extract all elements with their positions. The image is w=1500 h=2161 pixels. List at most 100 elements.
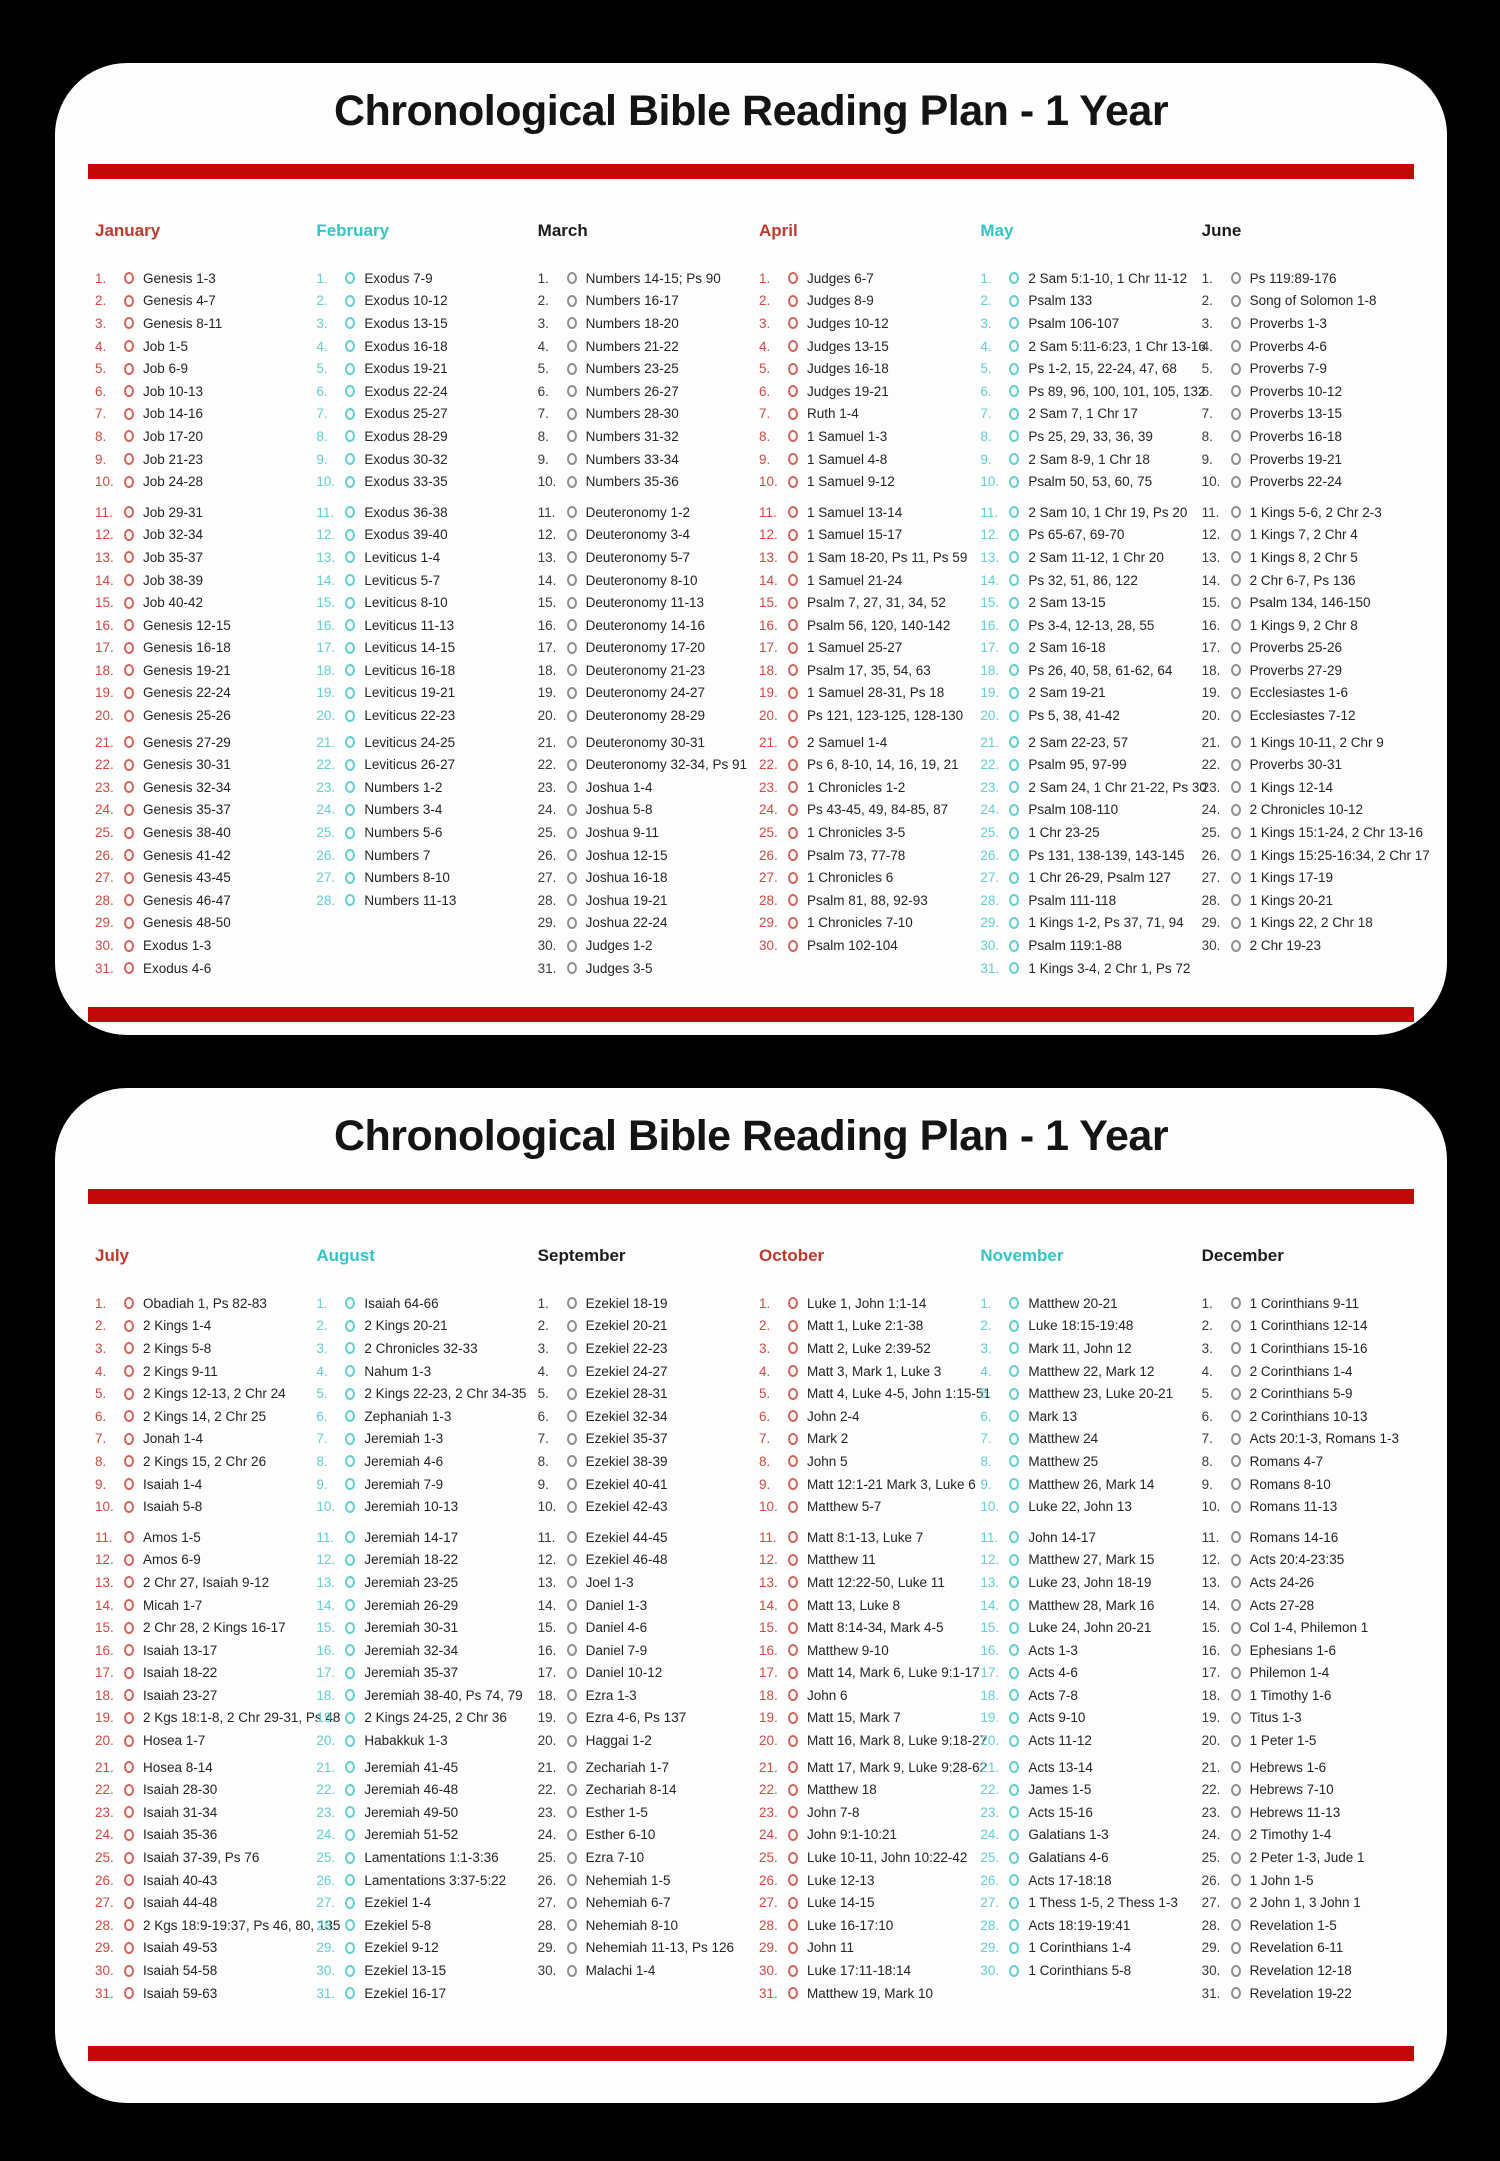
circle-checkbox-icon	[124, 1828, 134, 1841]
reading-text: Job 32-34	[143, 527, 204, 543]
reading-text: Jeremiah 18-22	[364, 1552, 459, 1568]
reading-text: 2 Corinthians 5-9	[1249, 1386, 1353, 1402]
day-number: 19.	[537, 685, 557, 701]
circle-checkbox-icon	[124, 894, 134, 907]
reading-text: Galatians 4-6	[1028, 1850, 1109, 1866]
circle-checkbox-icon	[787, 1297, 798, 1310]
reading-row: 10. Job 24-28	[95, 470, 316, 493]
month-column-december: December 1. 1 Corinthians 9-11 2. 1 Corinthi…	[1202, 1246, 1423, 2004]
reading-text: Isaiah 31-34	[143, 1804, 218, 1820]
day-number: 29.	[758, 915, 778, 931]
month-header: March	[537, 221, 588, 240]
circle-checkbox-icon	[124, 506, 134, 519]
reading-text: Ps 3-4, 12-13, 28, 55	[1028, 617, 1155, 633]
day-number: 28.	[758, 1917, 778, 1933]
reading-row: 9. Job 21-23	[95, 448, 316, 471]
reading-text: 1 Chronicles 1-2	[806, 779, 906, 795]
reading-row: 18. Jeremiah 38-40, Ps 74, 79	[316, 1684, 537, 1707]
reading-text: Job 35-37	[143, 549, 204, 565]
day-number: 22.	[316, 1782, 336, 1798]
day-number: 4.	[980, 1363, 992, 1379]
circle-checkbox-icon	[124, 1874, 134, 1887]
reading-text: John 14-17	[1028, 1529, 1096, 1545]
day-number: 23.	[95, 1804, 114, 1820]
day-number: 7.	[316, 1431, 328, 1447]
reading-row: 12. Exodus 39-40	[316, 524, 537, 547]
reading-row: 2. Luke 18:15-19:48	[980, 1315, 1201, 1338]
day-number: 10.	[980, 1499, 1000, 1515]
day-number: 21.	[1201, 734, 1221, 750]
day-number: 22.	[95, 757, 114, 773]
reading-text: Genesis 43-45	[143, 870, 231, 886]
day-number: 15.	[316, 1620, 336, 1636]
reading-row: 21. Hosea 8-14	[95, 1756, 316, 1779]
circle-checkbox-icon	[1230, 1644, 1241, 1657]
reading-row: 16. Jeremiah 32-34	[316, 1639, 537, 1662]
reading-row: 9. Matt 12:1-21 Mark 3, Luke 6	[759, 1473, 980, 1496]
month-column-january: January 1. Genesis 1-3 2. Genesis 4-7 3. Genes…	[95, 221, 316, 979]
circle-checkbox-icon	[345, 1689, 356, 1702]
day-number: 27.	[980, 870, 1000, 886]
reading-text: Matt 1, Luke 2:1-38	[806, 1318, 924, 1334]
reading-row: 31. Isaiah 59-63	[95, 1982, 316, 2005]
day-number: 19.	[95, 1710, 114, 1726]
day-number: 23.	[95, 779, 114, 795]
reading-text: Deuteronomy 32-34, Ps 91	[585, 757, 747, 773]
day-number: 11.	[1201, 504, 1220, 520]
reading-row: 1. 1 Corinthians 9-11	[1202, 1292, 1423, 1315]
reading-row: 19. Deuteronomy 24-27	[538, 682, 759, 705]
day-number: 16.	[95, 617, 114, 633]
day-number: 10.	[95, 474, 114, 490]
reading-text: 2 Timothy 1-4	[1249, 1827, 1332, 1843]
reading-row: 25. Genesis 38-40	[95, 821, 316, 844]
day-number: 26.	[537, 1872, 557, 1888]
circle-checkbox-icon	[787, 1828, 798, 1841]
reading-row: 8. Numbers 31-32	[538, 425, 759, 448]
circle-checkbox-icon	[124, 1621, 134, 1634]
reading-row: 4. 2 Kings 9-11	[95, 1360, 316, 1383]
reading-row: 8. Exodus 28-29	[316, 425, 537, 448]
day-number: 24.	[980, 802, 1000, 818]
day-number: 16.	[316, 1642, 336, 1658]
reading-text: Isaiah 37-39, Ps 76	[143, 1850, 260, 1866]
reading-text: Psalm 134, 146-150	[1249, 595, 1371, 611]
day-number: 22.	[980, 1782, 1000, 1798]
circle-checkbox-icon	[1230, 1689, 1241, 1702]
day-number: 29.	[980, 915, 1000, 931]
reading-row: 23. 2 Sam 24, 1 Chr 21-22, Ps 30	[980, 776, 1207, 799]
reading-row: 26. Lamentations 3:37-5:22	[316, 1869, 537, 1892]
reading-row: 6. Zephaniah 1-3	[316, 1405, 537, 1428]
circle-checkbox-icon	[1009, 1621, 1020, 1634]
reading-row: 11. Ezekiel 44-45	[538, 1526, 759, 1549]
circle-checkbox-icon	[345, 871, 356, 884]
circle-checkbox-icon	[345, 407, 356, 420]
day-number: 13.	[537, 1574, 557, 1590]
circle-checkbox-icon	[1009, 1478, 1020, 1491]
reading-text: Acts 9-10	[1028, 1710, 1086, 1726]
circle-checkbox-icon	[345, 506, 356, 519]
circle-checkbox-icon	[345, 1964, 356, 1977]
reading-text: Ezekiel 38-39	[585, 1453, 668, 1469]
reading-text: Judges 19-21	[806, 383, 889, 399]
circle-checkbox-icon	[566, 1806, 577, 1819]
circle-checkbox-icon	[1230, 294, 1241, 307]
circle-checkbox-icon	[345, 528, 356, 541]
reading-text: Genesis 38-40	[143, 825, 231, 841]
reading-text: Psalm 7, 27, 31, 34, 52	[806, 595, 946, 611]
reading-text: Deuteronomy 5-7	[585, 549, 690, 565]
reading-row: 7. Proverbs 13-15	[1202, 403, 1423, 426]
day-number: 15.	[537, 1620, 557, 1636]
reading-row: 5. Exodus 19-21	[316, 357, 537, 380]
reading-row: 22. Hebrews 7-10	[1202, 1778, 1423, 1801]
day-number: 12.	[316, 1552, 336, 1568]
reading-text: Matt 16, Mark 8, Luke 9:18-27	[806, 1733, 988, 1749]
day-number: 24.	[537, 1827, 557, 1843]
reading-text: Nehemiah 11-13, Ps 126	[585, 1940, 734, 1956]
reading-row: 17. Deuteronomy 17-20	[538, 637, 759, 660]
reading-text: Ezekiel 32-34	[585, 1408, 668, 1424]
reading-row: 12. Matthew 27, Mark 15	[980, 1549, 1201, 1572]
reading-row: 19. 1 Samuel 28-31, Ps 18	[759, 682, 980, 705]
reading-row: 6. Judges 19-21	[759, 380, 980, 403]
reading-text: Isaiah 40-43	[143, 1872, 218, 1888]
